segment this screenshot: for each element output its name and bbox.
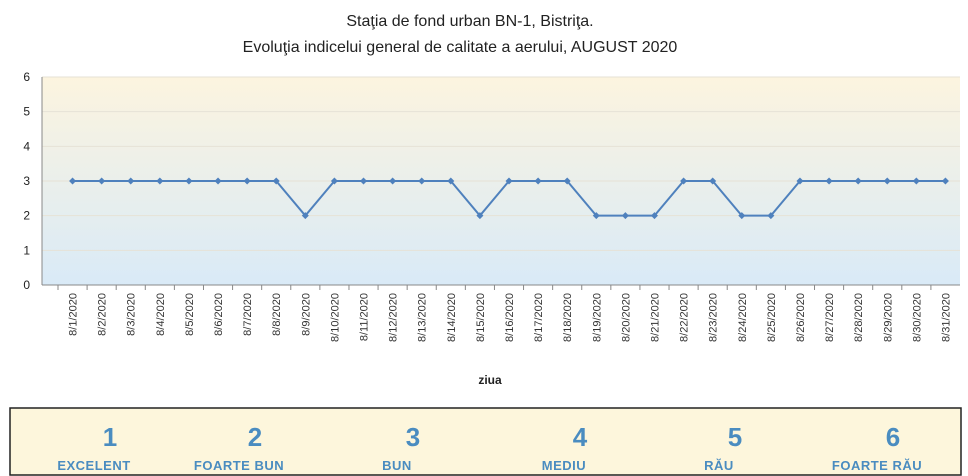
x-tick-label: 8/25/2020 — [766, 293, 778, 342]
x-tick-label: 8/21/2020 — [649, 293, 661, 342]
x-tick-label: 8/14/2020 — [446, 293, 458, 342]
x-axis-label: ziua — [478, 373, 502, 387]
x-tick-label: 8/9/2020 — [300, 293, 312, 336]
data-point — [476, 212, 484, 220]
x-tick-label: 8/13/2020 — [417, 293, 429, 342]
data-point — [941, 177, 949, 185]
y-tick-label: 3 — [23, 174, 30, 188]
data-point — [418, 177, 426, 185]
scale-label: FOARTE RĂU — [832, 458, 922, 473]
data-point — [447, 177, 455, 185]
scale-number: 3 — [406, 422, 420, 452]
data-point — [709, 177, 717, 185]
x-tick-label: 8/18/2020 — [562, 293, 574, 342]
y-tick-label: 2 — [23, 209, 30, 223]
x-tick-label: 8/30/2020 — [911, 293, 923, 342]
x-tick-label: 8/27/2020 — [824, 293, 836, 342]
data-point — [360, 177, 368, 185]
x-tick-label: 8/26/2020 — [795, 293, 807, 342]
data-point — [680, 177, 688, 185]
x-tick-label: 8/20/2020 — [620, 293, 632, 342]
x-tick-label: 8/10/2020 — [329, 293, 341, 342]
data-point — [825, 177, 833, 185]
x-tick-label: 8/19/2020 — [591, 293, 603, 342]
x-tick-label: 8/1/2020 — [68, 293, 80, 336]
x-tick-label: 8/24/2020 — [737, 293, 749, 342]
data-point — [272, 177, 280, 185]
data-point — [389, 177, 397, 185]
data-point — [563, 177, 571, 185]
data-point — [738, 212, 746, 220]
scale-number: 5 — [728, 422, 742, 452]
x-tick-label: 8/28/2020 — [853, 293, 865, 342]
y-tick-label: 6 — [23, 70, 30, 84]
chart-subtitle: Evoluţia indicelui general de calitate a… — [243, 39, 678, 56]
x-tick-label: 8/15/2020 — [475, 293, 487, 342]
data-point — [214, 177, 222, 185]
chart-title: Staţia de fond urban BN-1, Bistriţa. — [346, 13, 593, 30]
data-point — [156, 177, 164, 185]
data-point — [912, 177, 920, 185]
data-point — [796, 177, 804, 185]
x-tick-label: 8/11/2020 — [359, 293, 371, 341]
x-tick-label: 8/29/2020 — [882, 293, 894, 342]
data-point — [98, 177, 106, 185]
x-tick-label: 8/17/2020 — [533, 293, 545, 342]
scale-number: 2 — [248, 422, 262, 452]
data-point — [243, 177, 251, 185]
x-tick-label: 8/4/2020 — [155, 293, 167, 336]
scale-number: 1 — [103, 422, 117, 452]
data-point — [883, 177, 891, 185]
x-tick-label: 8/12/2020 — [388, 293, 400, 342]
x-tick-label: 8/7/2020 — [242, 293, 254, 336]
data-point — [127, 177, 135, 185]
x-tick-label: 8/6/2020 — [213, 293, 225, 336]
x-tick-label: 8/5/2020 — [184, 293, 196, 336]
x-tick-label: 8/16/2020 — [504, 293, 516, 342]
scale-label: RĂU — [704, 458, 734, 473]
data-point — [621, 212, 629, 220]
data-point — [854, 177, 862, 185]
scale-label: BUN — [382, 458, 412, 473]
x-tick-label: 8/22/2020 — [679, 293, 691, 342]
legend-box — [9, 407, 962, 476]
scale-number: 6 — [886, 422, 900, 452]
scale-label: MEDIU — [542, 458, 586, 473]
data-point — [301, 212, 309, 220]
scale-label: EXCELENT — [57, 458, 130, 473]
scale-label: FOARTE BUN — [194, 458, 284, 473]
x-tick-label: 8/31/2020 — [940, 293, 952, 342]
x-tick-label: 8/23/2020 — [708, 293, 720, 342]
y-tick-label: 1 — [23, 243, 30, 257]
x-tick-label: 8/3/2020 — [126, 293, 138, 336]
data-point — [767, 212, 775, 220]
y-tick-label: 5 — [23, 105, 30, 119]
y-tick-label: 4 — [23, 139, 30, 153]
data-point — [592, 212, 600, 220]
scale-number: 4 — [573, 422, 588, 452]
data-point — [185, 177, 193, 185]
data-point — [330, 177, 338, 185]
data-point — [534, 177, 542, 185]
y-tick-label: 0 — [23, 278, 30, 292]
data-point — [69, 177, 77, 185]
x-tick-label: 8/8/2020 — [271, 293, 283, 336]
data-point — [650, 212, 658, 220]
x-tick-label: 8/2/2020 — [97, 293, 109, 336]
data-point — [505, 177, 513, 185]
